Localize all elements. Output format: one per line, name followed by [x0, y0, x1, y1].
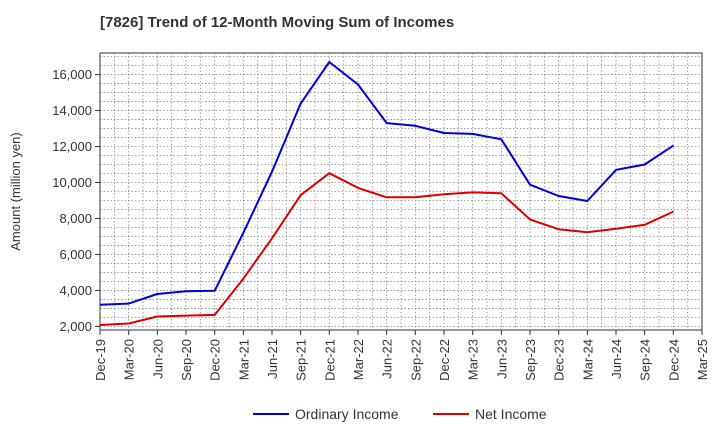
- y-axis-label: Amount (million yen): [8, 132, 23, 251]
- x-tick-label: Mar-22: [351, 339, 366, 380]
- series-lines: [99, 61, 674, 326]
- grid: [100, 53, 702, 330]
- legend: Ordinary Income Net Income: [253, 406, 547, 422]
- chart-title: [7826] Trend of 12-Month Moving Sum of I…: [100, 14, 455, 31]
- x-tick-label: Dec-23: [552, 339, 567, 381]
- x-tick-label: Sep-20: [179, 339, 194, 381]
- plot-area: [99, 52, 703, 331]
- x-tick-label: Jun-23: [494, 339, 509, 379]
- x-tick-label: Jun-20: [150, 339, 165, 379]
- x-tick-label: Mar-21: [236, 339, 251, 380]
- x-tick-label: Mar-25: [695, 339, 710, 380]
- series-line-net-income: [99, 172, 674, 326]
- x-tick-label: Jun-22: [380, 339, 395, 379]
- y-tick-label: 4,000: [59, 283, 92, 298]
- legend-label: Ordinary Income: [295, 406, 399, 422]
- x-tick-label: Jun-21: [265, 339, 280, 379]
- y-tick-label: 14,000: [52, 103, 92, 118]
- x-tick-label: Dec-22: [437, 339, 452, 381]
- x-tick-label: Sep-21: [294, 339, 309, 381]
- x-tick-label: Dec-24: [666, 339, 681, 381]
- x-tick-label: Sep-22: [408, 339, 423, 381]
- y-tick-label: 12,000: [52, 139, 92, 154]
- x-tick-label: Sep-23: [523, 339, 538, 381]
- x-tick-label: Mar-24: [580, 339, 595, 380]
- x-tick-label: Sep-24: [638, 339, 653, 381]
- x-tick-label: Mar-23: [466, 339, 481, 380]
- legend-label: Net Income: [475, 406, 547, 422]
- x-axis-ticks: Dec-19 Mar-20 Jun-20 Sep-20 Dec-20 Mar-21 Jun-…: [93, 330, 710, 381]
- y-tick-label: 8,000: [59, 211, 92, 226]
- x-tick-label: Dec-19: [93, 339, 108, 381]
- y-axis-ticks: 2,000 4,000 6,000 8,000 10,000 12,000 14,000 16…: [52, 67, 100, 334]
- y-tick-label: 2,000: [59, 319, 92, 334]
- y-tick-label: 6,000: [59, 247, 92, 262]
- x-tick-label: Dec-21: [322, 339, 337, 381]
- x-tick-label: Mar-20: [122, 339, 137, 380]
- series-line-ordinary-income: [99, 61, 674, 306]
- x-tick-label: Dec-20: [208, 339, 223, 381]
- y-tick-label: 16,000: [52, 67, 92, 82]
- x-tick-label: Jun-24: [609, 339, 624, 379]
- y-tick-label: 10,000: [52, 175, 92, 190]
